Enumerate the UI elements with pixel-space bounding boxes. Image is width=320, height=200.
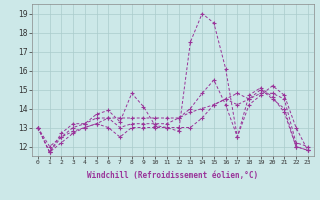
X-axis label: Windchill (Refroidissement éolien,°C): Windchill (Refroidissement éolien,°C): [87, 171, 258, 180]
